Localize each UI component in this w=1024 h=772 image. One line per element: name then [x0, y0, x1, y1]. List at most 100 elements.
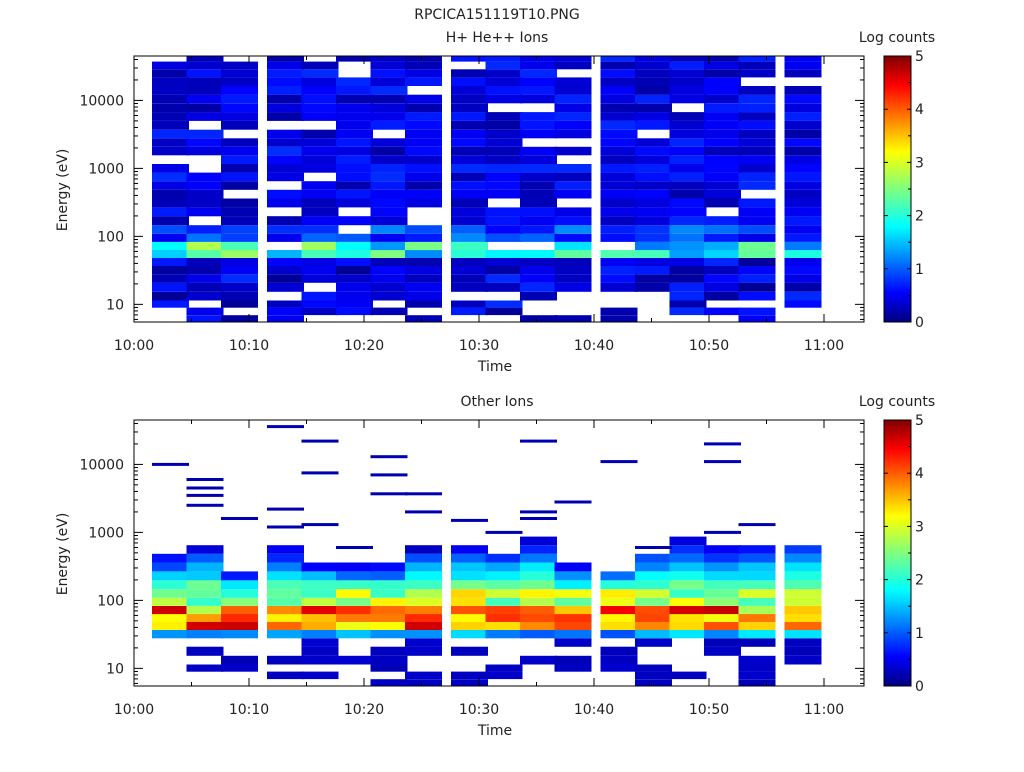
heatmap-cell [152, 120, 189, 130]
heatmap-cell [485, 181, 523, 190]
heatmap-cell [405, 282, 442, 292]
heatmap-cell [600, 225, 638, 234]
y-tick-label: 1000 [88, 525, 124, 541]
heatmap-line [370, 492, 408, 496]
heatmap-cell [520, 606, 557, 615]
heatmap-cell [301, 207, 339, 217]
heatmap-cell [221, 207, 258, 217]
heatmap-cell [301, 155, 339, 164]
heatmap-cell [301, 274, 339, 283]
heatmap-cell [704, 120, 741, 130]
heatmap-cell [370, 189, 408, 199]
heatmap-cell [152, 207, 189, 217]
heatmap-cell [704, 77, 741, 86]
heatmap-cell [485, 614, 523, 622]
heatmap-cell [520, 250, 557, 258]
heatmap-cell [600, 250, 638, 258]
heatmap-cell [405, 120, 442, 130]
heatmap-cell [704, 181, 741, 190]
heatmap-cell [336, 56, 373, 62]
heatmap-cell [520, 129, 557, 139]
heatmap-cell [669, 597, 707, 606]
heatmap-cell [267, 164, 304, 173]
heatmap-cell [520, 155, 557, 164]
heatmap-cell [485, 258, 523, 266]
heatmap-cell [784, 638, 822, 647]
heatmap-cell [451, 56, 488, 62]
heatmap-cell [336, 307, 373, 316]
heatmap-cell [738, 216, 776, 226]
heatmap-cell [221, 94, 258, 104]
heatmap-cell [336, 606, 373, 615]
heatmap-cell [738, 597, 776, 606]
heatmap-cell [485, 233, 523, 242]
heatmap-cell [186, 198, 224, 208]
heatmap-cell [152, 266, 189, 275]
heatmap-cell [405, 250, 442, 258]
heatmap-cell [704, 233, 741, 242]
heatmap-line [704, 460, 741, 464]
heatmap-cell [405, 155, 442, 164]
heatmap-cell [451, 622, 488, 630]
heatmap-cell [186, 571, 224, 581]
heatmap-cell [600, 146, 638, 156]
heatmap-cell [186, 614, 224, 622]
heatmap-cell [370, 155, 408, 164]
heatmap-cell [405, 646, 442, 656]
heatmap-cell [336, 172, 373, 182]
heatmap-cell [600, 614, 638, 622]
heatmap-cell [738, 138, 776, 147]
colorbar-label: Log counts [859, 30, 935, 46]
x-tick-label: 10:20 [344, 338, 384, 354]
heatmap-cell [451, 225, 488, 234]
heatmap-cell [784, 164, 822, 173]
heatmap-cell [301, 69, 339, 78]
heatmap-cell [784, 242, 822, 251]
colorbar-tick-label: 2 [915, 573, 924, 589]
heatmap-cell [152, 282, 189, 292]
heatmap-cell [405, 291, 442, 301]
heatmap-cell [704, 622, 741, 630]
heatmap-cell [485, 589, 523, 598]
heatmap-cell [221, 77, 258, 86]
heatmap-cell [221, 69, 258, 78]
heatmap-cell [221, 606, 258, 615]
heatmap-cell [738, 120, 776, 130]
heatmap-cell [186, 597, 224, 606]
heatmap-cell [485, 571, 523, 581]
heatmap-cell [738, 274, 776, 283]
heatmap-cell [669, 155, 707, 164]
heatmap-cell [152, 242, 189, 251]
heatmap-cell [301, 646, 339, 656]
heatmap-cell [635, 266, 672, 275]
heatmap-cell [635, 630, 672, 639]
y-tick-label: 10 [106, 297, 124, 313]
heatmap-cell [784, 630, 822, 639]
heatmap-cell [520, 172, 557, 182]
heatmap-cell [405, 138, 442, 147]
heatmap-cell [554, 606, 592, 615]
heatmap-cell [221, 614, 258, 622]
panel-other-ions: Other Ions Log counts Time Energy (eV) 1… [55, 394, 935, 739]
heatmap-cell [600, 655, 638, 665]
x-tick-label: 10:50 [689, 338, 729, 354]
heatmap-cell [520, 198, 557, 208]
heatmap-cell [554, 86, 592, 95]
heatmap-cell [554, 315, 592, 322]
heatmap-cell [669, 61, 707, 70]
heatmap-cell [336, 181, 373, 190]
heatmap-cell [451, 198, 488, 208]
heatmap-cell [520, 94, 557, 104]
heatmap-cell [152, 630, 189, 639]
heatmap-cell [704, 266, 741, 275]
colorbar [883, 55, 912, 323]
heatmap-cell [370, 120, 408, 130]
heatmap-cell [669, 307, 707, 316]
heatmap-cell [600, 258, 638, 266]
heatmap-cell [267, 77, 304, 86]
heatmap-cell [600, 664, 638, 672]
heatmap-cell [301, 216, 339, 226]
heatmap-cell [738, 164, 776, 173]
heatmap-cell [704, 614, 741, 622]
heatmap-cell [520, 291, 557, 301]
